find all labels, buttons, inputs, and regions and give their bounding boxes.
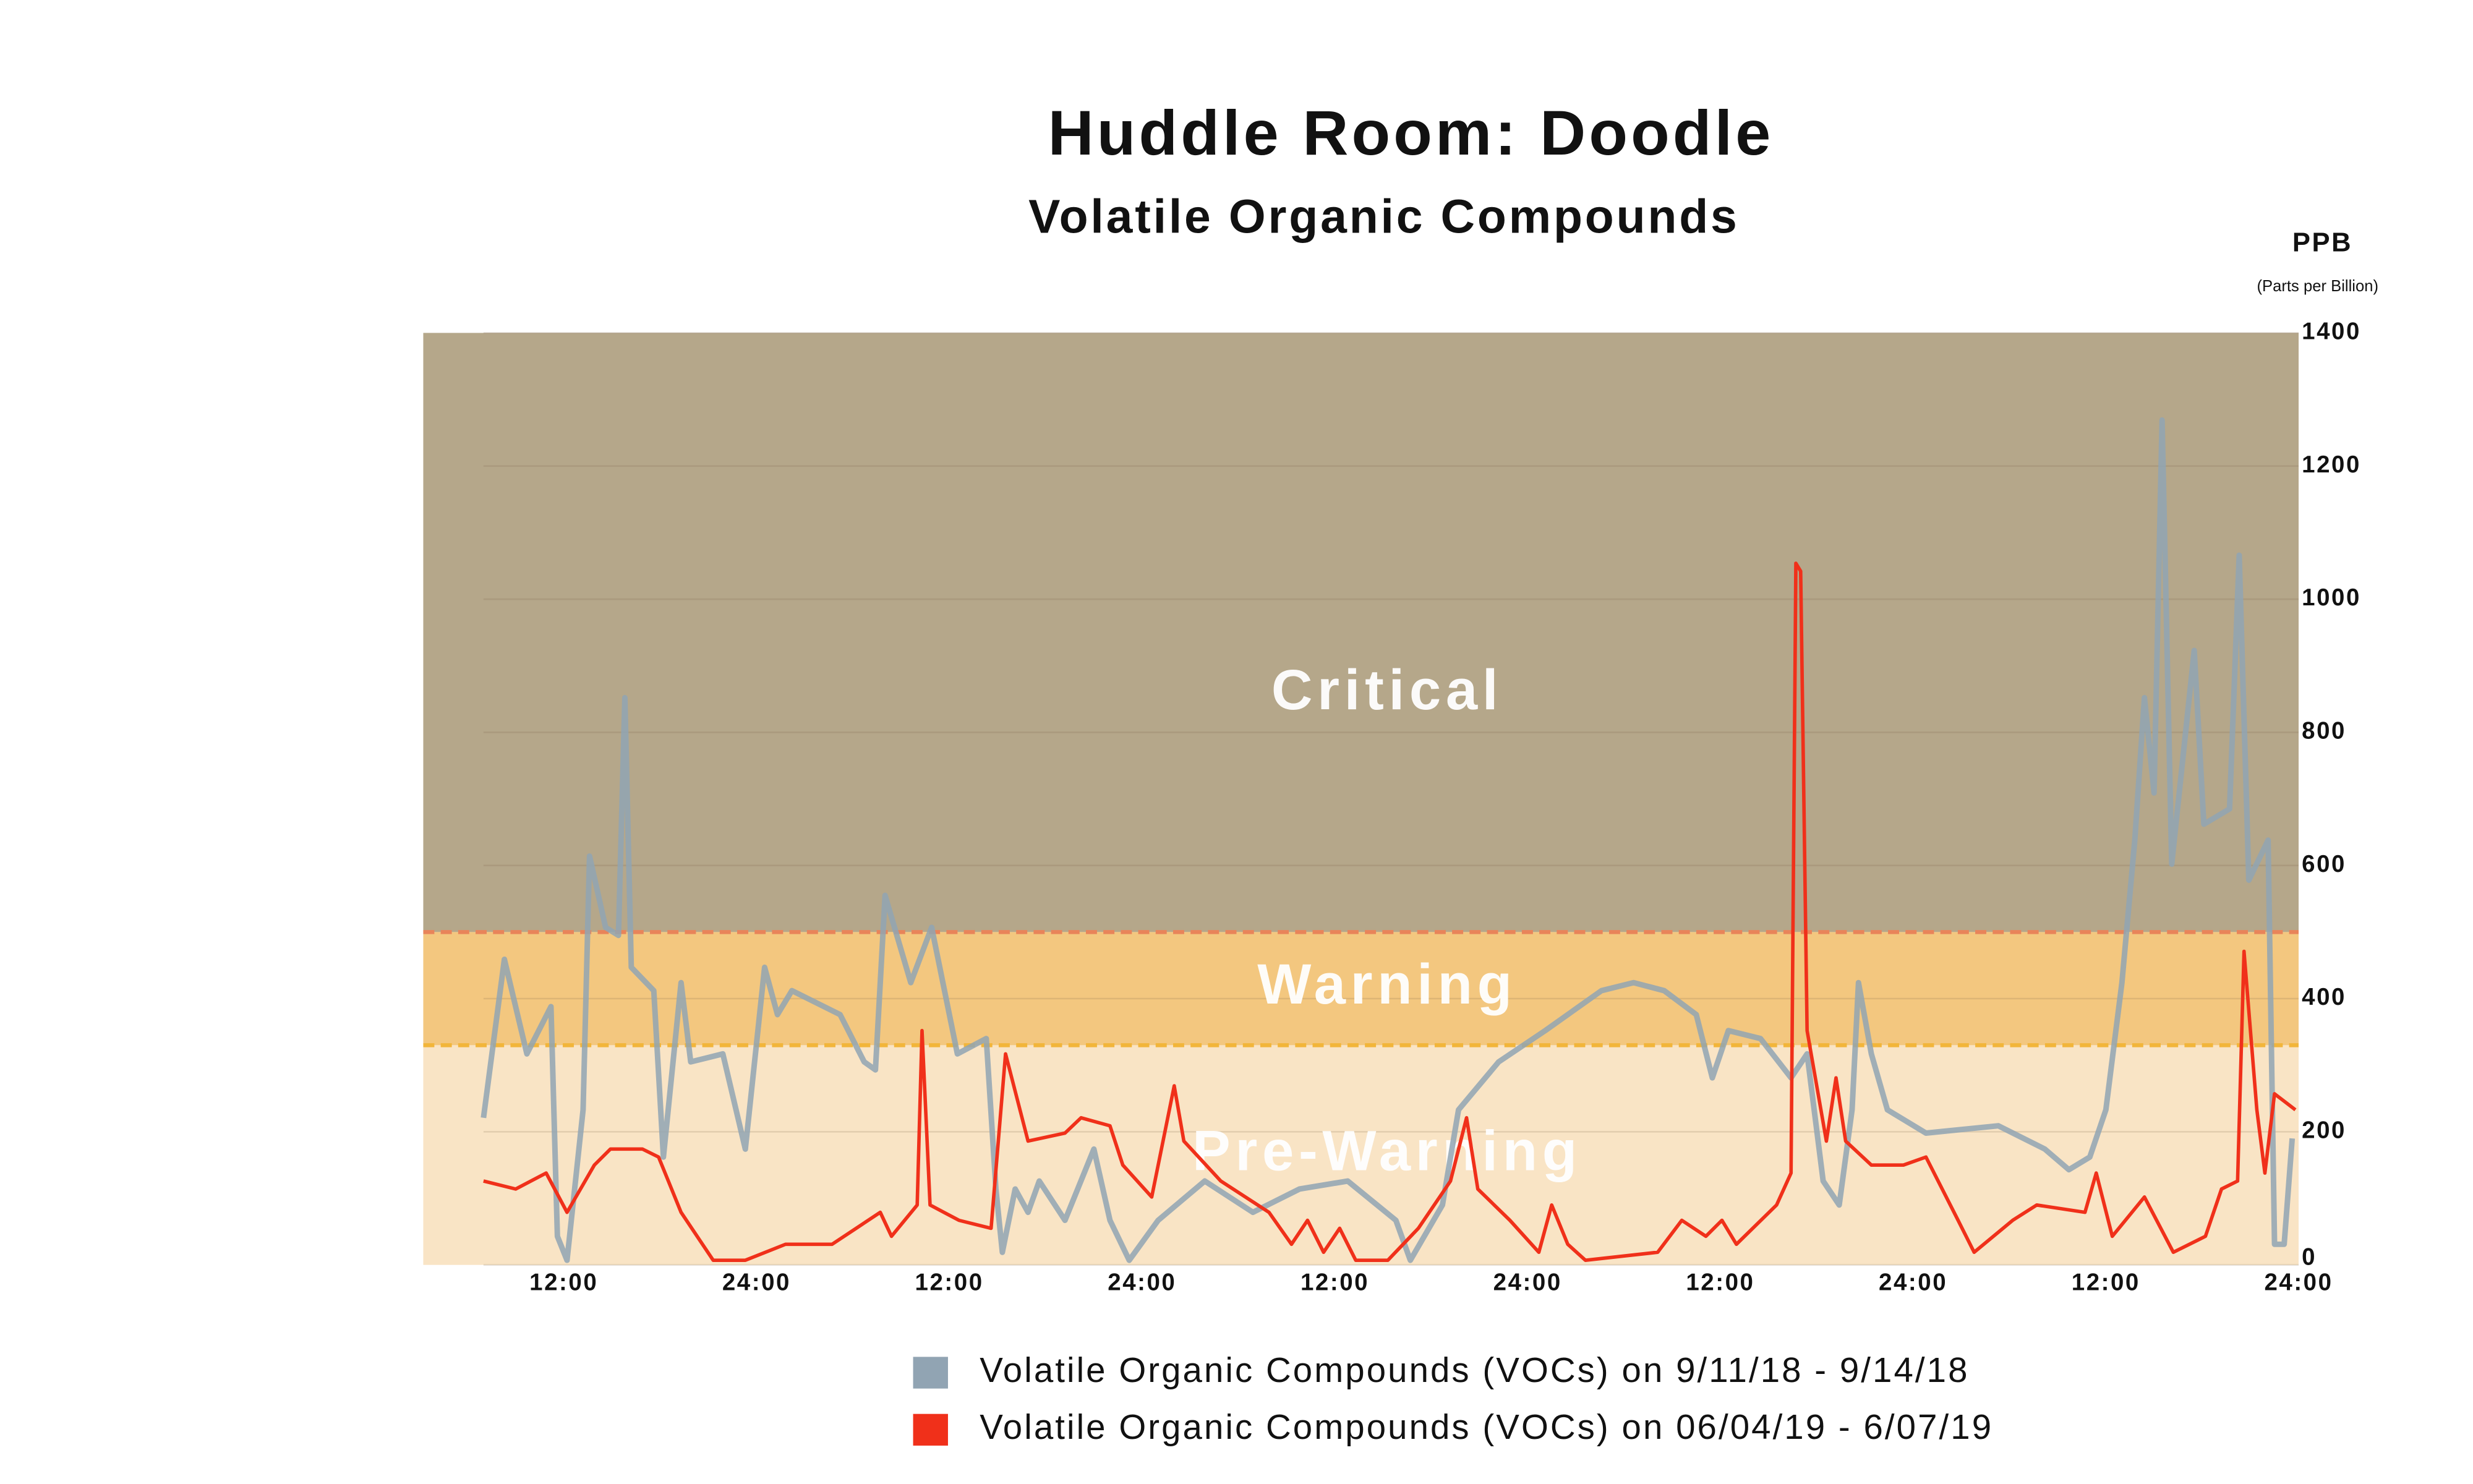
series-line xyxy=(483,561,2297,1262)
plot-area: Critical Warning Pre-Warning 0 200 400 600 800 1… xyxy=(423,318,2361,1296)
y-tick-label: 1000 xyxy=(2302,584,2361,611)
band-label: Warning xyxy=(1257,952,1516,1016)
band-label: Pre-Warning xyxy=(1192,1118,1582,1182)
y-tick-label: 1400 xyxy=(2302,318,2361,345)
x-tick-label: 24:00 xyxy=(1108,1269,1176,1296)
x-tick-label: 12:00 xyxy=(915,1269,984,1296)
y-tick-label: 0 xyxy=(2302,1244,2317,1271)
legend-label: Volatile Organic Compounds (VOCs) on 06/… xyxy=(980,1407,1993,1446)
y-axis-label: PPB xyxy=(2292,228,2352,257)
y-tick-label: 800 xyxy=(2302,718,2346,744)
x-tick-label: 24:00 xyxy=(1493,1269,1562,1296)
x-tick-label: 12:00 xyxy=(1301,1269,1369,1296)
legend-swatch xyxy=(913,1357,948,1389)
x-tick-label: 24:00 xyxy=(1879,1269,1947,1296)
band-label: Critical xyxy=(1271,657,1503,722)
x-tick-label: 12:00 xyxy=(2072,1269,2140,1296)
y-axis-sublabel: (Parts per Billion) xyxy=(2257,278,2379,295)
band xyxy=(423,932,2299,1046)
y-tick-label: 600 xyxy=(2302,851,2346,877)
y-tick-label: 400 xyxy=(2302,984,2346,1010)
series-line xyxy=(481,417,2296,1263)
y-tick-label: 200 xyxy=(2302,1117,2346,1144)
x-tick-label: 12:00 xyxy=(1686,1269,1754,1296)
y-tick-label: 1200 xyxy=(2302,451,2361,478)
chart-subtitle: Volatile Organic Compounds xyxy=(1028,190,1740,244)
chart-title: Huddle Room: Doodle xyxy=(1048,97,1774,168)
band xyxy=(423,333,2299,932)
band xyxy=(423,1045,2299,1265)
legend-swatch xyxy=(913,1414,948,1446)
x-tick-label: 12:00 xyxy=(529,1269,598,1296)
x-tick-label: 24:00 xyxy=(722,1269,791,1296)
x-tick-label: 24:00 xyxy=(2264,1269,2333,1296)
legend: Volatile Organic Compounds (VOCs) on 9/1… xyxy=(913,1350,1993,1446)
legend-label: Volatile Organic Compounds (VOCs) on 9/1… xyxy=(980,1350,1969,1389)
